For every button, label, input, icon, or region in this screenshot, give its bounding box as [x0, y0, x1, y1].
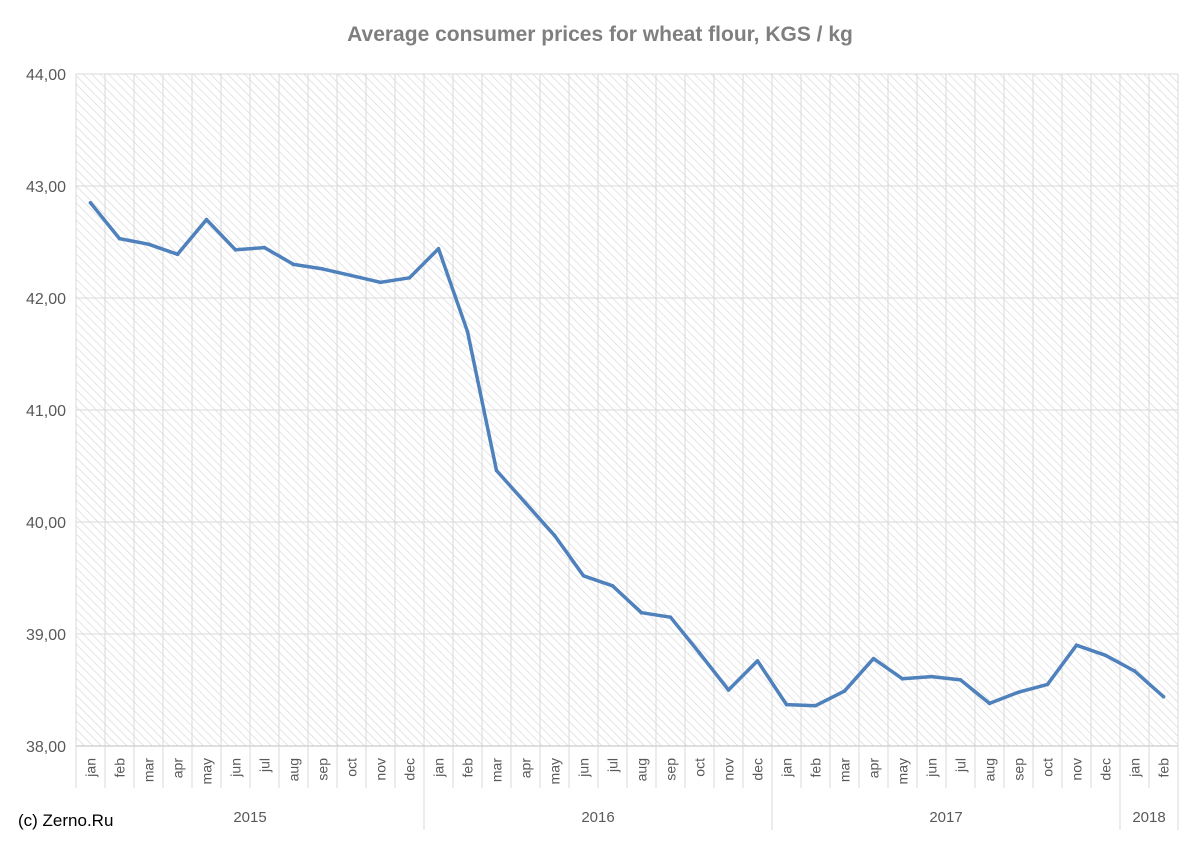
x-tick-label: mar — [141, 758, 157, 782]
data-point — [726, 688, 731, 692]
data-point — [378, 280, 383, 285]
x-tick-label: apr — [170, 758, 186, 779]
series-group — [88, 201, 1166, 708]
x-tick-label: apr — [518, 758, 534, 779]
y-tick-label: 40,00 — [26, 515, 66, 532]
x-tick-label: jul — [953, 758, 969, 773]
y-tick-label: 38,00 — [26, 739, 66, 756]
data-point — [958, 678, 963, 682]
x-tick-label: feb — [112, 758, 128, 778]
data-point — [1045, 682, 1050, 687]
data-point — [1132, 669, 1137, 673]
data-point — [668, 615, 673, 619]
data-point — [552, 533, 557, 538]
data-point — [175, 252, 180, 257]
series-line — [88, 201, 1166, 708]
y-tick-label: 42,00 — [26, 291, 66, 308]
x-tick-label: jan — [1127, 758, 1143, 778]
x-tick-label: sep — [663, 758, 679, 781]
x-tick-label: jun — [576, 758, 592, 778]
year-group-label: 2015 — [233, 809, 266, 826]
data-point — [1016, 690, 1021, 695]
data-point — [610, 584, 615, 588]
x-tick-label: may — [199, 758, 215, 784]
x-tick-label: nov — [1069, 758, 1085, 781]
credit-text: (c) Zerno.Ru — [18, 811, 113, 830]
data-point — [871, 656, 876, 661]
data-point — [320, 267, 325, 271]
year-group-label: 2017 — [929, 809, 962, 826]
x-tick-label: jul — [257, 758, 273, 773]
x-tick-label: dec — [402, 758, 418, 781]
data-point — [813, 703, 818, 708]
chart-title: Average consumer prices for wheat flour,… — [347, 23, 853, 46]
data-point — [262, 245, 267, 250]
x-axis: jan feb mar apr may jun jul aug sep oct nov dec jan f… — [75, 745, 1179, 830]
x-tick-label: may — [547, 758, 563, 784]
y-tick-label: 44,00 — [26, 67, 66, 84]
x-tick-label: jan — [83, 758, 99, 778]
x-tick-label: dec — [1098, 758, 1114, 781]
y-tick-label: 41,00 — [26, 403, 66, 420]
x-tick-label: aug — [286, 758, 302, 781]
y-tick-label: 39,00 — [26, 627, 66, 644]
x-tick-label: jan — [431, 758, 447, 778]
data-point — [204, 217, 209, 222]
data-point — [523, 501, 528, 505]
data-point — [407, 276, 412, 280]
data-point — [929, 674, 934, 679]
x-tick-label: oct — [692, 758, 708, 777]
x-tick-label: nov — [721, 758, 737, 781]
data-point — [233, 248, 238, 252]
x-tick-label: jun — [228, 758, 244, 778]
x-tick-label: feb — [1156, 758, 1172, 778]
year-group-label: 2018 — [1132, 809, 1165, 826]
data-point — [1103, 653, 1108, 658]
data-point — [784, 702, 789, 707]
x-tick-label: sep — [315, 758, 331, 781]
x-tick-label: nov — [373, 758, 389, 781]
y-tick-label: 43,00 — [26, 179, 66, 196]
data-point — [465, 329, 470, 334]
data-point — [494, 468, 499, 473]
x-tick-label: oct — [344, 758, 360, 777]
x-tick-label: aug — [982, 758, 998, 781]
data-point — [117, 236, 122, 241]
data-point — [436, 246, 441, 251]
x-tick-label: mar — [489, 758, 505, 782]
data-point — [1161, 694, 1166, 699]
data-point — [349, 273, 354, 278]
data-point — [987, 701, 992, 706]
data-point — [146, 242, 151, 247]
data-point — [697, 651, 702, 655]
y-axis: 38,00 39,00 40,00 41,00 42,00 43,00 44,00 — [26, 67, 66, 756]
x-tick-label: feb — [460, 758, 476, 778]
data-point — [291, 262, 296, 267]
x-tick-label: jan — [779, 758, 795, 778]
data-point — [639, 610, 644, 615]
x-tick-label: may — [895, 758, 911, 784]
data-point — [1074, 643, 1079, 647]
x-tick-label: oct — [1040, 758, 1056, 777]
x-tick-label: aug — [634, 758, 650, 781]
data-point — [88, 201, 93, 205]
data-point — [842, 689, 847, 693]
x-tick-label: mar — [837, 758, 853, 782]
data-point — [581, 573, 586, 578]
data-point — [900, 677, 905, 681]
x-tick-label: feb — [808, 758, 824, 778]
x-tick-label: sep — [1011, 758, 1027, 781]
x-tick-label: dec — [750, 758, 766, 781]
x-tick-label: jun — [924, 758, 940, 778]
data-point — [755, 659, 760, 663]
year-group-label: 2016 — [581, 809, 614, 826]
grid-lines — [75, 73, 1179, 747]
x-tick-label: apr — [866, 758, 882, 779]
x-tick-label: jul — [605, 758, 621, 773]
